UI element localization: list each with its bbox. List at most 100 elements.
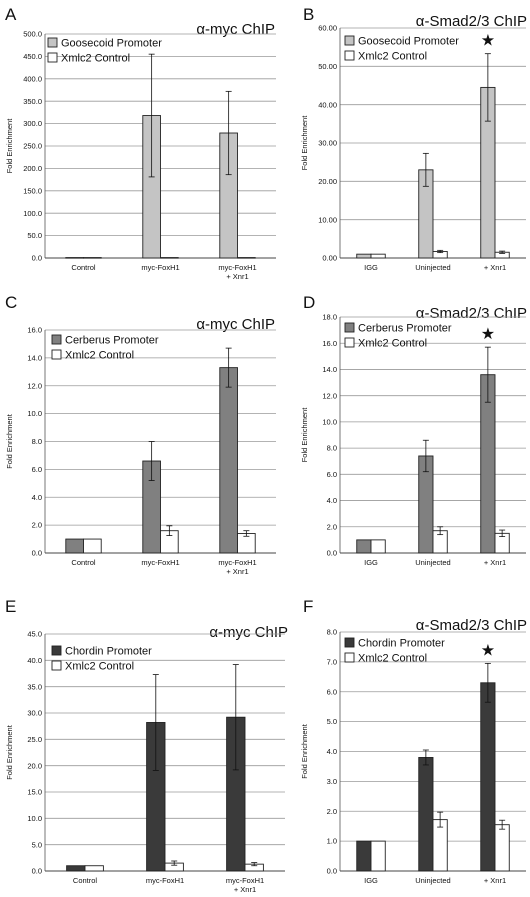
panel-b-ytick-label: 20.00 [318, 177, 337, 186]
panel-e-bar-control [84, 865, 104, 872]
panel-f-bar-promoter [356, 840, 372, 872]
panel-c-ytick-label: 8.0 [32, 437, 42, 446]
panel-e-legend-label: Xmlc2 Control [65, 661, 134, 673]
panel-c-category-label: Control [71, 558, 96, 567]
panel-f-legend-swatch [344, 652, 355, 663]
panel-e-title: α-myc ChIP [209, 624, 288, 641]
panel-d-ytick-label: 16.0 [322, 339, 337, 348]
panel-a-ytick-label: 150.0 [23, 186, 42, 195]
panel-b-ytick-label: 30.00 [318, 139, 337, 148]
panel-f-legend-label: Chordin Promoter [358, 638, 445, 650]
panel-e-legend-swatch [51, 645, 62, 656]
panel-d-ytick-label: 14.0 [322, 365, 337, 374]
panel-a-category-label: + Xnr1 [226, 272, 248, 281]
panel-f-ytick-label: 7.0 [327, 657, 337, 666]
panel-c-legend-swatch [51, 334, 62, 345]
panel-a-bar-control [237, 257, 256, 259]
panel-f-ytick-label: 8.0 [327, 628, 337, 637]
panel-d-bar-control [370, 539, 386, 554]
panel-b-ytick-label: 10.00 [318, 215, 337, 224]
panel-c-letter: C [5, 293, 17, 312]
panel-d-legend-swatch [344, 322, 355, 333]
panel-b-ytick-label: 60.00 [318, 24, 337, 33]
panel-f-title: α-Smad2/3 ChIP [416, 617, 527, 634]
panel-c-bar-promoter [219, 367, 238, 554]
panel-d-legend-label: Xmlc2 Control [358, 338, 427, 350]
panel-f-bar-control [370, 840, 386, 872]
panel-d-legend-label: Cerberus Promoter [358, 323, 452, 335]
panel-e-ytick-label: 30.0 [27, 709, 42, 718]
panel-d-bar-promoter [356, 539, 372, 554]
panel-d-ytick-label: 2.0 [327, 522, 337, 531]
panel-e-ytick-label: 25.0 [27, 735, 42, 744]
panel-a-ytick-label: 250.0 [23, 142, 42, 151]
panel-a-ytick-label: 50.0 [27, 231, 42, 240]
panel-e-category-label: myc-FoxH1 [146, 876, 184, 885]
panel-b-title: α-Smad2/3 ChIP [416, 13, 527, 30]
panel-d-ytick-label: 12.0 [322, 391, 337, 400]
panel-a-ytick-label: 0.0 [32, 254, 42, 263]
panel-c-legend-label: Xmlc2 Control [65, 350, 134, 362]
panel-f-bar-control [494, 824, 510, 872]
panel-a-legend-swatch [47, 37, 58, 48]
panel-f-ytick-label: 5.0 [327, 717, 337, 726]
panel-b-legend-swatch [344, 50, 355, 61]
panel-c-ytick-label: 12.0 [27, 381, 42, 390]
panel-e-ytick-label: 15.0 [27, 788, 42, 797]
panel-d-significance-star: ★ [481, 326, 495, 343]
panel-e-ytick-label: 40.0 [27, 656, 42, 665]
panel-e-ylabel: Fold Enrichment [5, 724, 14, 780]
panel-b-ytick-label: 0.00 [322, 254, 337, 263]
panel-f-ytick-label: 4.0 [327, 747, 337, 756]
panel-d-ytick-label: 8.0 [327, 444, 337, 453]
panel-c-ytick-label: 4.0 [32, 493, 42, 502]
panel-c-ylabel: Fold Enrichment [5, 413, 14, 469]
panel-a-ytick-label: 350.0 [23, 97, 42, 106]
panel-c-ytick-label: 2.0 [32, 521, 42, 530]
panel-e-ytick-label: 45.0 [27, 630, 42, 639]
panel-f-ytick-label: 2.0 [327, 807, 337, 816]
panel-f-bar-promoter [480, 682, 496, 872]
panel-c-bar-control [83, 538, 102, 554]
panel-e-ytick-label: 5.0 [32, 840, 42, 849]
panel-f-significance-star: ★ [481, 642, 495, 659]
panel-a-ytick-label: 300.0 [23, 119, 42, 128]
panel-f-letter: F [303, 597, 313, 616]
panel-b-ytick-label: 40.00 [318, 100, 337, 109]
panel-f-ytick-label: 0.0 [327, 867, 337, 876]
panel-a-ytick-label: 100.0 [23, 209, 42, 218]
panel-e-bar-promoter [66, 865, 86, 872]
panel-b-category-label: IGG [364, 263, 378, 272]
panel-e-legend-swatch [51, 660, 62, 671]
panel-f-ylabel: Fold Enrichment [300, 723, 309, 779]
panel-f-category-label: + Xnr1 [484, 876, 506, 885]
panel-b-legend-swatch [344, 35, 355, 46]
panel-b-category-label: Uninjected [415, 263, 450, 272]
panel-a-bar-promoter [65, 257, 84, 259]
panel-c-ytick-label: 14.0 [27, 353, 42, 362]
panel-a-ytick-label: 200.0 [23, 164, 42, 173]
panel-c-category-label: myc-FoxH1 [218, 558, 256, 567]
panel-a-category-label: Control [71, 263, 96, 272]
panel-b-ylabel: Fold Enrichment [300, 115, 309, 171]
panel-a-letter: A [5, 5, 17, 24]
panel-a-category-label: myc-FoxH1 [141, 263, 179, 272]
panel-d-category-label: IGG [364, 558, 378, 567]
panel-b-legend-label: Xmlc2 Control [358, 51, 427, 63]
panel-c-ytick-label: 10.0 [27, 409, 42, 418]
panel-d-ytick-label: 10.0 [322, 417, 337, 426]
panel-a-legend-swatch [47, 52, 58, 63]
panel-c-legend-label: Cerberus Promoter [65, 335, 159, 347]
panel-c-category-label: myc-FoxH1 [141, 558, 179, 567]
panel-a-title: α-myc ChIP [196, 21, 275, 38]
panel-e-letter: E [5, 597, 16, 616]
panel-a-legend-label: Goosecoid Promoter [61, 38, 162, 50]
panel-f-ytick-label: 1.0 [327, 837, 337, 846]
panel-e-legend-label: Chordin Promoter [65, 646, 152, 658]
panel-c-ytick-label: 0.0 [32, 549, 42, 558]
panel-f-legend-swatch [344, 637, 355, 648]
panel-d-letter: D [303, 293, 315, 312]
panel-d-ylabel: Fold Enrichment [300, 407, 309, 463]
panel-a-bar-control [83, 257, 102, 259]
